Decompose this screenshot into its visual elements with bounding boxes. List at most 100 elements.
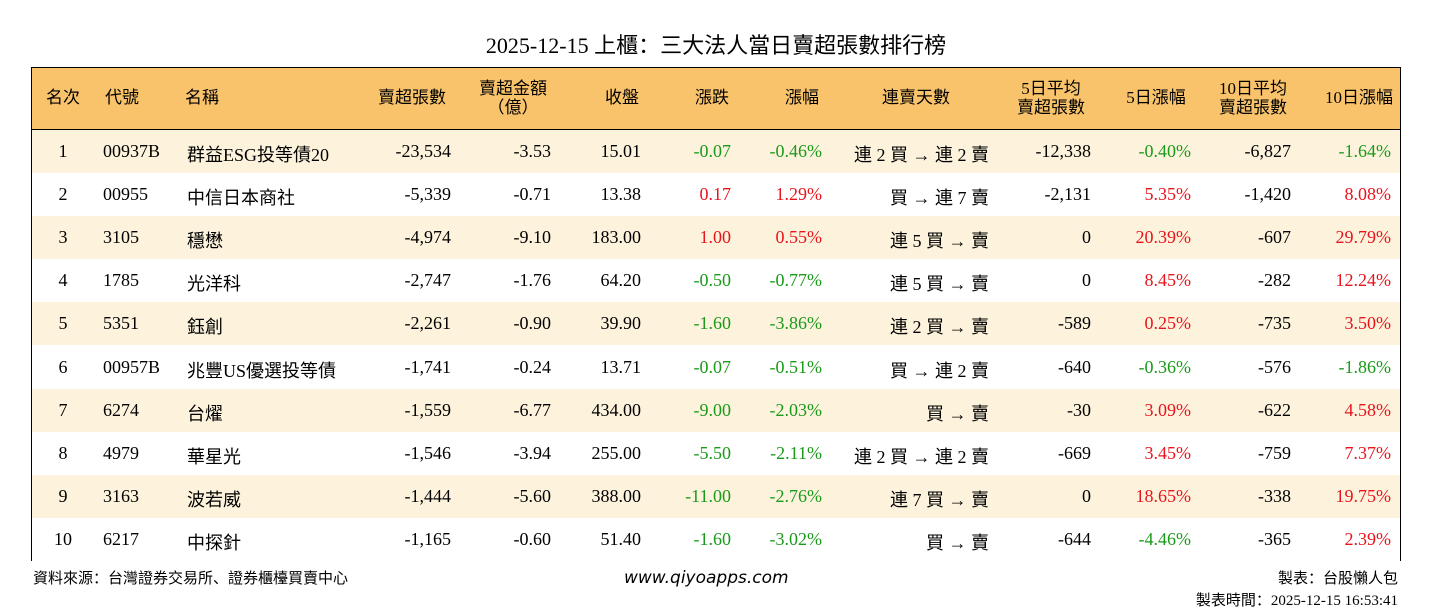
header-cell: 連賣天數 <box>856 88 976 107</box>
table-cell: -735 <box>1258 313 1291 334</box>
table-cell: 6217 <box>103 528 139 549</box>
table-cell: -4,974 <box>404 227 452 248</box>
table-cell: 4 <box>58 270 68 291</box>
table-cell: -1.60 <box>693 313 732 334</box>
table-row: 5 5351 鈺創 -2,261 -0.90 39.90 -1.60 -3.86% 連 2 買 … <box>32 302 1400 346</box>
table-cell: 0.55% <box>775 227 823 248</box>
table-cell: -1.64% <box>1338 141 1392 161</box>
table-cell: 3 <box>58 227 68 248</box>
table-cell: 買 → 連 2 賣 <box>890 360 989 381</box>
table-cell: 00957B <box>103 356 161 377</box>
table-cell: -30 <box>1067 399 1091 420</box>
header-cell: 賣超張數 <box>352 88 472 107</box>
header-text: 名次 <box>46 88 80 107</box>
table-cell: 15.01 <box>600 141 642 161</box>
table-cell: 0 <box>1082 485 1091 506</box>
table-cell: 連 5 買 → 賣 <box>890 274 989 295</box>
table-cell: -2,747 <box>404 270 452 291</box>
table-cell: -0.51% <box>769 356 823 377</box>
website: www.qiyoapps.com <box>624 568 789 588</box>
table-row: 2 00955 中信日本商社 -5,339 -0.71 13.38 0.17 1.29% 買 →… <box>32 173 1400 217</box>
table-cell: 0.17 <box>699 184 732 205</box>
table-cell: 5 <box>58 313 68 334</box>
header-cell: 代號 <box>62 88 182 107</box>
header-text: 代號 <box>105 88 139 107</box>
table-cell: 中信日本商社 <box>187 188 295 209</box>
table-cell: 連 5 買 → 賣 <box>890 231 989 252</box>
table-cell: 8.45% <box>1144 270 1192 291</box>
table-cell: 8 <box>58 442 68 463</box>
table-cell: -365 <box>1258 528 1291 549</box>
table-cell: -11.00 <box>685 485 731 506</box>
table-cell: 連 2 買 → 賣 <box>890 317 989 338</box>
table-cell: -1,546 <box>404 442 452 463</box>
table-cell: -0.77% <box>769 270 823 291</box>
source: 資料來源：台灣證券交易所、證券櫃檯買賣中心 <box>33 571 349 587</box>
table-cell: 0 <box>1082 227 1091 248</box>
header-cell: 10日平均 賣超張數 <box>1193 79 1313 117</box>
table-cell: 39.90 <box>600 313 642 334</box>
table-cell: 29.79% <box>1335 227 1392 248</box>
table-cell: -3.86% <box>769 313 823 334</box>
table-cell: -1.86% <box>1338 356 1392 377</box>
table-cell: -2.03% <box>769 399 823 420</box>
table-cell: -2.76% <box>769 485 823 506</box>
table-cell: -5.50 <box>693 442 732 463</box>
table-cell: -576 <box>1258 356 1291 377</box>
table-cell: -759 <box>1258 442 1291 463</box>
table-cell: 0.25% <box>1144 313 1192 334</box>
table-cell: -669 <box>1058 442 1091 463</box>
table-cell: -4.46% <box>1138 528 1192 549</box>
table-cell: -640 <box>1058 356 1091 377</box>
table-cell: 3.45% <box>1144 442 1192 463</box>
table-cell: 台燿 <box>187 403 223 424</box>
table-cell: 5351 <box>103 313 139 334</box>
table-cell: 10 <box>54 528 72 549</box>
header-text: 名稱 <box>185 88 219 107</box>
table-row: 7 6274 台燿 -1,559 -6.77 434.00 -9.00 -2.03% 買 → 賣… <box>32 388 1400 432</box>
table-cell: 00955 <box>103 184 148 205</box>
table-cell: -0.90 <box>513 313 552 334</box>
table-cell: 1785 <box>103 270 139 291</box>
header-text: （億） <box>487 98 539 117</box>
table-cell: 0 <box>1082 270 1091 291</box>
table-cell: 6274 <box>103 399 139 420</box>
table-cell: -0.40% <box>1138 141 1192 161</box>
header-text: 賣超張數 <box>1017 98 1085 117</box>
table-cell: 連 2 買 → 連 2 賣 <box>854 446 989 467</box>
table-cell: -0.24 <box>513 356 552 377</box>
table-cell: -9.00 <box>693 399 732 420</box>
table-cell: -0.46% <box>769 141 823 161</box>
table-cell: 連 7 買 → 賣 <box>890 489 989 510</box>
table-row: 1 00937B 群益ESG投等債20 -23,534 -3.53 15.01 -0.07 -… <box>32 130 1400 174</box>
maker: 製表：台股懶人包 <box>1277 571 1398 587</box>
table-cell: -6.77 <box>513 399 552 420</box>
table-cell: 3.09% <box>1144 399 1192 420</box>
table-cell: 7 <box>58 399 68 420</box>
table-cell: -3.94 <box>513 442 552 463</box>
table-cell: -0.36% <box>1138 356 1192 377</box>
table-cell: 388.00 <box>591 485 642 506</box>
table-cell: 9 <box>58 485 68 506</box>
table-cell: -338 <box>1258 485 1291 506</box>
table-cell: -23,534 <box>395 141 452 161</box>
table-cell: -1,165 <box>404 528 452 549</box>
header-cell: 收盤 <box>562 88 682 107</box>
header-text: 漲幅 <box>785 88 819 107</box>
table-row: 10 6217 中探針 -1,165 -0.60 51.40 -1.60 -3.02% 買 → … <box>32 517 1400 561</box>
header-cell: 5日平均 賣超張數 <box>991 79 1111 117</box>
header-cell: 漲幅 <box>742 88 862 107</box>
table-cell: -282 <box>1258 270 1291 291</box>
table-cell: 51.40 <box>600 528 642 549</box>
table-cell: 中探針 <box>187 532 241 553</box>
table-cell: -9.10 <box>513 227 552 248</box>
header-text: 5日平均 <box>1021 79 1081 98</box>
header-text: 連賣天數 <box>882 88 950 107</box>
table-row: 6 00957B 兆豐US優選投等債 -1,741 -0.24 13.71 -0.07 -0.… <box>32 345 1400 389</box>
table-cell: 連 2 買 → 連 2 賣 <box>854 145 989 165</box>
table-cell: 群益ESG投等債20 <box>187 145 330 165</box>
table-cell: -0.07 <box>693 141 732 161</box>
table-cell: -6,827 <box>1244 141 1292 161</box>
table-row: 4 1785 光洋科 -2,747 -1.76 64.20 -0.50 -0.77% 連 5 買… <box>32 259 1400 303</box>
